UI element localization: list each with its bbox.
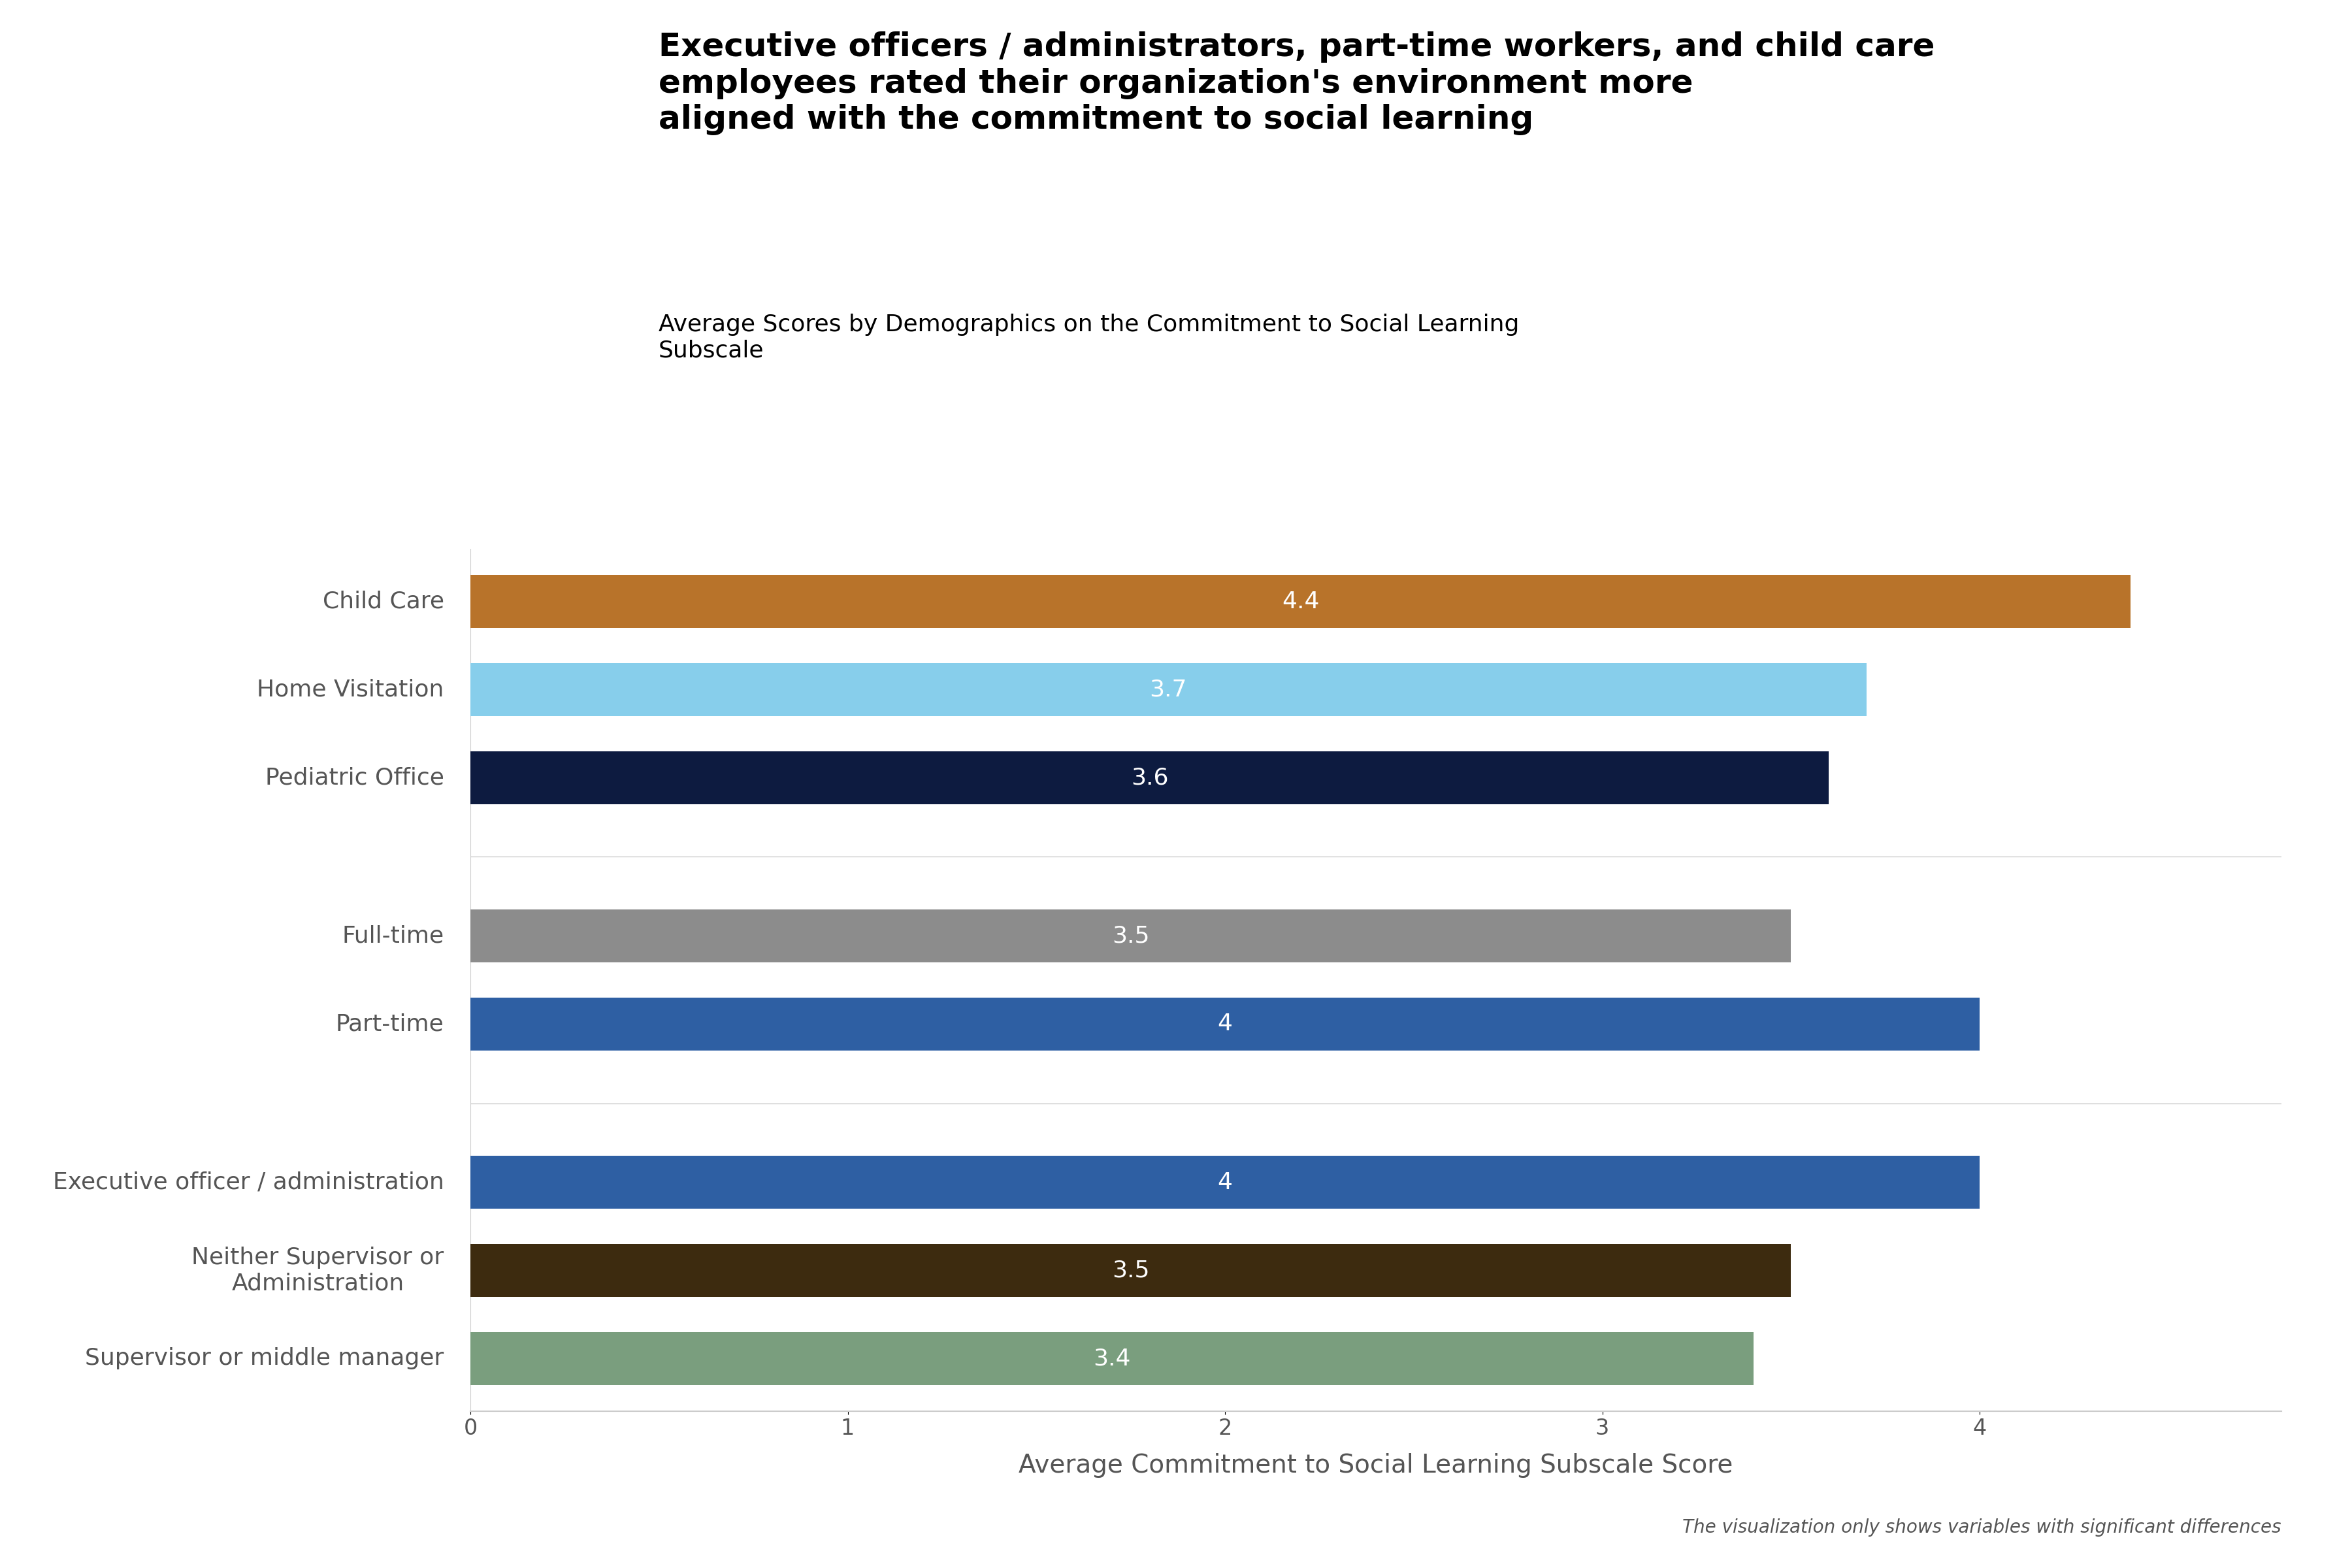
Bar (470, 997, 1980, 1051)
Bar (470, 1156, 1980, 1209)
Text: 3.7: 3.7 (1150, 679, 1188, 701)
Bar (470, 663, 1867, 717)
Text: Part-time: Part-time (336, 1013, 445, 1035)
Text: Neither Supervisor or
Administration: Neither Supervisor or Administration (193, 1247, 445, 1294)
Text: 3.5: 3.5 (1112, 925, 1150, 947)
Text: Child Care: Child Care (322, 591, 445, 613)
Text: Supervisor or middle manager: Supervisor or middle manager (85, 1347, 445, 1369)
Text: The visualization only shows variables with significant differences: The visualization only shows variables w… (1682, 1518, 2281, 1537)
Bar (470, 751, 1830, 804)
Bar (470, 909, 1790, 963)
Text: 3.6: 3.6 (1131, 767, 1169, 789)
Text: Executive officers / administrators, part-time workers, and child care
employees: Executive officers / administrators, par… (659, 31, 1936, 135)
Text: 4.4: 4.4 (1282, 591, 1319, 613)
Text: Pediatric Office: Pediatric Office (266, 767, 445, 789)
X-axis label: Average Commitment to Social Learning Subscale Score: Average Commitment to Social Learning Su… (1018, 1452, 1733, 1477)
Text: 3.5: 3.5 (1112, 1259, 1150, 1281)
Bar (470, 1331, 1752, 1385)
Text: 4: 4 (1218, 1013, 1232, 1035)
Text: Full-time: Full-time (341, 925, 445, 947)
Text: 4: 4 (1218, 1171, 1232, 1193)
Text: Average Scores by Demographics on the Commitment to Social Learning
Subscale: Average Scores by Demographics on the Co… (659, 314, 1519, 362)
Text: Home Visitation: Home Visitation (256, 679, 445, 701)
Bar (470, 575, 2131, 629)
Text: Executive officer / administration: Executive officer / administration (52, 1171, 445, 1193)
Bar (470, 1243, 1790, 1297)
Text: 3.4: 3.4 (1094, 1347, 1131, 1369)
